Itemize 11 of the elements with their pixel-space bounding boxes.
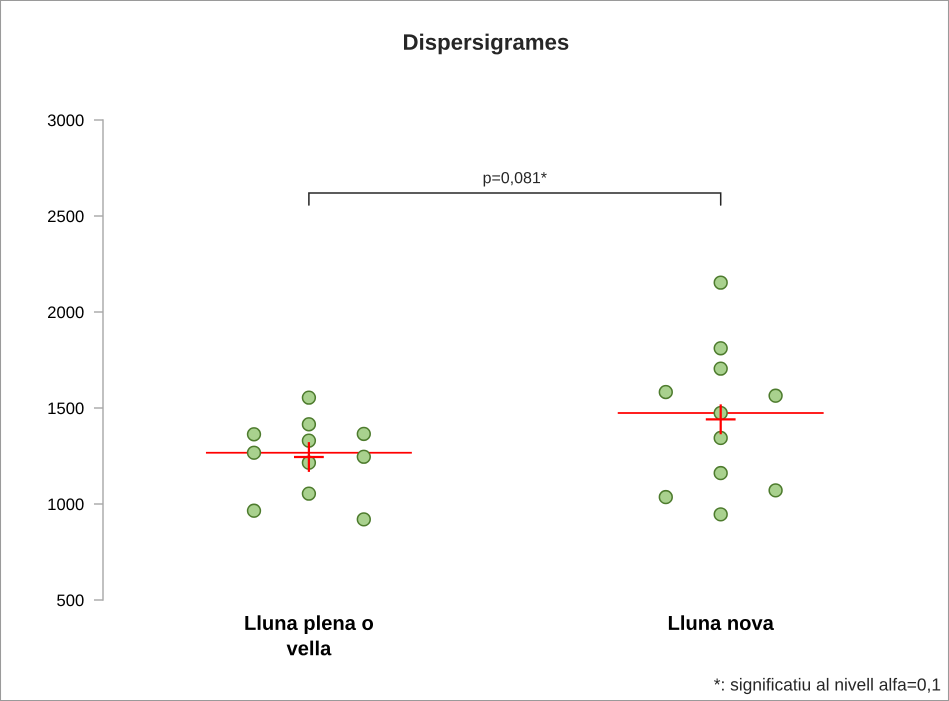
x-tick-label: Lluna plena o vella [245,615,374,656]
y-tick-label: 500 [57,594,84,606]
y-tick-label: 3000 [48,114,84,126]
x-tick-label: Lluna nova [668,615,774,630]
y-tick-label: 2000 [48,306,84,318]
y-tick-label: 1500 [48,402,84,414]
y-tick-label: 1000 [48,498,84,510]
chart-title: Dispersigrames [404,34,568,54]
text: *: significatiu al nivell alfa=0,1 [714,678,940,694]
annotation: p=0,081* [484,172,547,186]
y-tick-label: 2500 [48,210,84,222]
